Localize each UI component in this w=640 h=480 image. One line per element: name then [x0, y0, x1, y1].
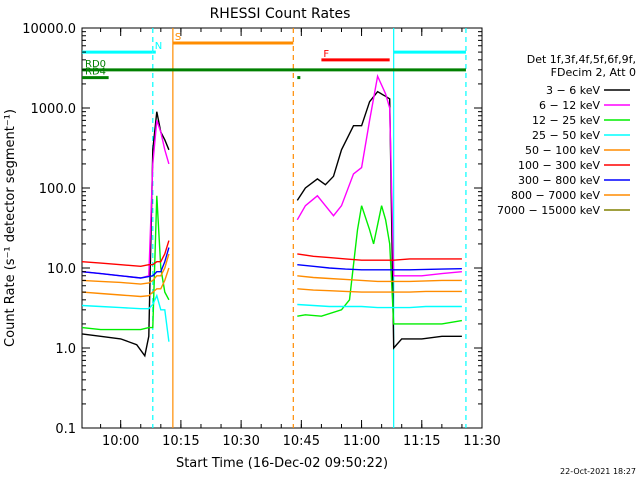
y-axis-ticks: 0.1 1.0 10.0 100.0 1000.0 10000.0: [22, 22, 482, 437]
legend-label-8: 7000 − 15000 keV: [497, 204, 600, 217]
flag-label-1: S: [175, 32, 181, 43]
legend-label-4: 50 − 100 keV: [525, 144, 600, 157]
series-line-3: [81, 293, 462, 342]
legend-header-1: FDecim 2, Att 0: [551, 66, 636, 79]
series-line-2: [81, 195, 463, 331]
flag-label-3: F: [323, 49, 329, 60]
legend-label-7: 800 − 7000 keV: [511, 189, 600, 202]
flag-label-5: RD0: [85, 59, 106, 70]
series-line-1: [81, 73, 462, 279]
x-tick-label-1: 10:15: [162, 434, 199, 449]
legend-label-3: 25 − 50 keV: [532, 129, 600, 142]
x-tick-label-6: 11:30: [463, 434, 500, 449]
vertical-marker-lines: [152, 28, 467, 428]
x-axis-label: Start Time (16-Dec-02 09:50:22): [176, 456, 388, 471]
flag-label-2: N: [155, 41, 162, 52]
y-tick-label-4: 1000.0: [31, 102, 77, 117]
footer-timestamp: 22-Oct-2021 18:27: [560, 467, 636, 476]
series-line-0: [81, 90, 462, 358]
series-line-4: [81, 253, 462, 285]
legend-label-2: 12 − 25 keV: [532, 114, 600, 127]
x-tick-label-0: 10:00: [102, 434, 139, 449]
series-line-5: [81, 240, 462, 268]
chart-title: RHESSI Count Rates: [210, 6, 351, 22]
x-tick-label-5: 11:15: [403, 434, 440, 449]
series-line-7: [81, 267, 462, 298]
x-axis-ticks: 10:00 10:15 10:30 10:45 11:00 11:15 11:30: [100, 28, 501, 449]
x-tick-label-4: 11:00: [343, 434, 380, 449]
y-tick-label-1: 1.0: [55, 342, 76, 357]
legend-label-6: 300 − 800 keV: [518, 174, 600, 187]
legend-label-1: 6 − 12 keV: [539, 99, 600, 112]
legend-label-0: 3 − 6 keV: [546, 84, 600, 97]
flag-label-6: RD4: [85, 67, 106, 78]
y-tick-label-3: 100.0: [39, 182, 76, 197]
series-line-6: [81, 247, 462, 279]
legend-label-5: 100 − 300 keV: [518, 159, 600, 172]
y-tick-label-5: 10000.0: [22, 22, 76, 37]
x-tick-label-2: 10:30: [222, 434, 259, 449]
series-lines: [81, 73, 463, 358]
y-tick-label-0: 0.1: [55, 422, 76, 437]
legend-header-0: Det 1f,3f,4f,5f,6f,9f,: [527, 53, 636, 66]
x-tick-label-3: 10:45: [283, 434, 320, 449]
legend: Det 1f,3f,4f,5f,6f,9f,FDecim 2, Att 0 3 −…: [497, 53, 636, 217]
plot-frame: [81, 27, 483, 429]
y-axis-label: Count Rate (s⁻¹ detector segment⁻¹): [3, 109, 18, 347]
y-tick-label-2: 10.0: [47, 262, 76, 277]
